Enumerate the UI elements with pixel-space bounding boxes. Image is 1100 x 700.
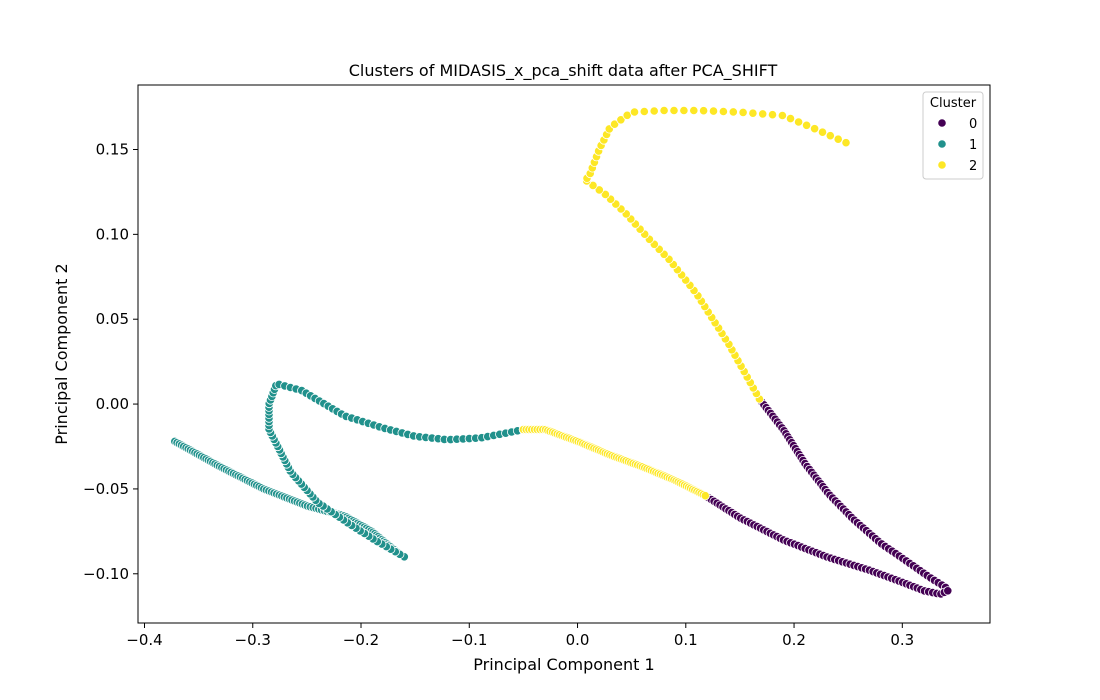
legend-box: [922, 91, 984, 180]
data-point: [801, 120, 812, 130]
legend-label: 2: [969, 159, 977, 174]
legend: Cluster 0 1 2: [922, 91, 984, 180]
data-point: [616, 115, 626, 125]
data-point: [594, 185, 604, 195]
data-point: [649, 106, 659, 116]
y-tick-label: −0.10: [83, 565, 129, 583]
x-tick-label: −0.3: [235, 631, 271, 649]
data-point: [689, 105, 699, 116]
legend-marker: [937, 139, 947, 149]
data-point: [748, 108, 758, 118]
data-point: [708, 106, 719, 116]
legend-marker: [937, 160, 947, 170]
y-tick-label: −0.05: [83, 480, 129, 498]
x-tick-label: −0.2: [343, 631, 379, 649]
legend-label: 1: [969, 138, 977, 153]
data-point: [679, 105, 689, 116]
data-point: [629, 107, 640, 117]
data-points: [170, 105, 953, 599]
plot-background: [138, 85, 990, 623]
data-point: [833, 134, 843, 144]
data-point: [669, 105, 679, 116]
x-tick-label: −0.4: [126, 631, 162, 649]
data-point: [718, 106, 729, 117]
data-point: [793, 117, 804, 127]
y-tick-label: 0.10: [96, 225, 129, 243]
chart-title: Clusters of MIDASIS_x_pca_shift data aft…: [349, 61, 778, 81]
x-tick-label: −0.1: [451, 631, 487, 649]
data-point: [785, 114, 796, 124]
series-1: [170, 379, 529, 562]
data-point: [600, 189, 611, 199]
x-tick-label: 0.3: [890, 631, 914, 649]
x-axis-label: Principal Component 1: [473, 655, 654, 674]
data-point: [777, 110, 788, 121]
data-point: [659, 105, 669, 116]
data-point: [698, 106, 709, 116]
data-point: [943, 586, 953, 596]
x-tick-label: 0.1: [674, 631, 698, 649]
series-2: [518, 105, 851, 501]
plot-frame: [137, 84, 991, 624]
data-point: [767, 110, 778, 120]
plot-area: [138, 85, 990, 623]
y-axis-label: Principal Component 2: [52, 263, 71, 444]
axes: −0.4 −0.3 −0.2 −0.1 0.0 0.1 0.2 0.3 −0.10 −0.05 0.…: [83, 84, 991, 649]
legend-title: Cluster: [930, 96, 977, 111]
legend-label: 0: [969, 117, 977, 132]
data-point: [825, 131, 835, 141]
data-point: [738, 107, 748, 118]
data-point: [588, 180, 598, 190]
y-tick-label: 0.00: [96, 395, 129, 413]
y-tick-label: 0.15: [96, 140, 129, 158]
data-point: [809, 124, 820, 134]
data-point: [841, 138, 851, 148]
data-point: [609, 119, 620, 129]
data-point: [700, 491, 710, 501]
data-point: [728, 107, 738, 117]
data-point: [639, 106, 649, 117]
x-tick-label: 0.2: [782, 631, 806, 649]
data-point: [758, 109, 768, 119]
series-0: [700, 394, 953, 599]
x-tick-label: 0.0: [566, 631, 590, 649]
y-tick-label: 0.05: [96, 310, 129, 328]
data-point: [817, 127, 828, 137]
legend-marker: [937, 118, 947, 128]
